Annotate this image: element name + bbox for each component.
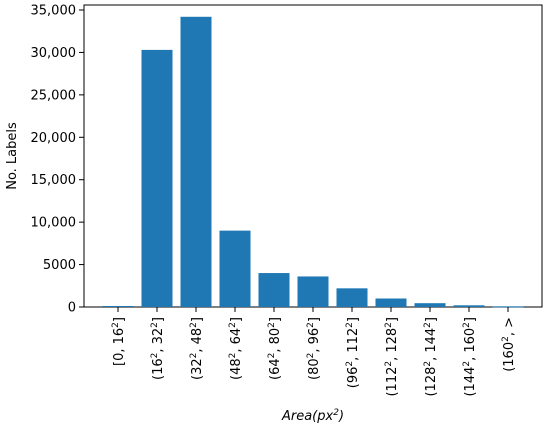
x-tick-label: (802, 962] xyxy=(306,317,322,380)
y-tick-label: 5000 xyxy=(43,258,76,273)
x-tick-label: (1442, 1602] xyxy=(462,317,478,397)
x-tick-label: (482, 642] xyxy=(228,317,244,380)
bar xyxy=(414,303,446,307)
bar xyxy=(453,305,485,307)
x-tick-label: (1122, 1282] xyxy=(384,317,400,397)
y-axis-title: No. Labels xyxy=(5,122,20,190)
x-tick-label: (162, 322] xyxy=(150,317,166,380)
x-tick-label: (962, 1122] xyxy=(345,317,361,388)
x-axis: [0, 162] (162, 322] (322, 482] (482, 642] (6… xyxy=(111,307,517,397)
y-tick-label: 35,000 xyxy=(31,4,77,19)
bar xyxy=(258,273,290,307)
y-tick-label: 10,000 xyxy=(31,216,77,231)
y-axis: 0 5000 10,000 15,000 20,000 25,000 30,000 35,00… xyxy=(31,4,84,316)
bar xyxy=(297,276,329,307)
x-tick-label: [0, 162] xyxy=(111,317,127,366)
bar xyxy=(336,288,368,307)
bar xyxy=(219,230,251,307)
bar xyxy=(180,16,212,307)
x-tick-label: (1282, 1442] xyxy=(423,317,439,397)
x-tick-label: (1602, > xyxy=(501,317,517,372)
bar xyxy=(492,306,524,308)
y-tick-label: 0 xyxy=(68,301,76,316)
x-tick-label: (322, 482] xyxy=(189,317,205,380)
bars-group xyxy=(102,16,524,308)
bar xyxy=(375,298,407,307)
y-tick-label: 30,000 xyxy=(31,46,77,61)
x-axis-title: Area(px2) xyxy=(281,408,344,424)
bar xyxy=(102,305,134,307)
x-tick-label: (642, 802] xyxy=(267,317,283,380)
y-tick-label: 15,000 xyxy=(31,173,77,188)
y-tick-label: 20,000 xyxy=(31,131,77,146)
bar xyxy=(141,49,173,307)
y-tick-label: 25,000 xyxy=(31,88,77,103)
